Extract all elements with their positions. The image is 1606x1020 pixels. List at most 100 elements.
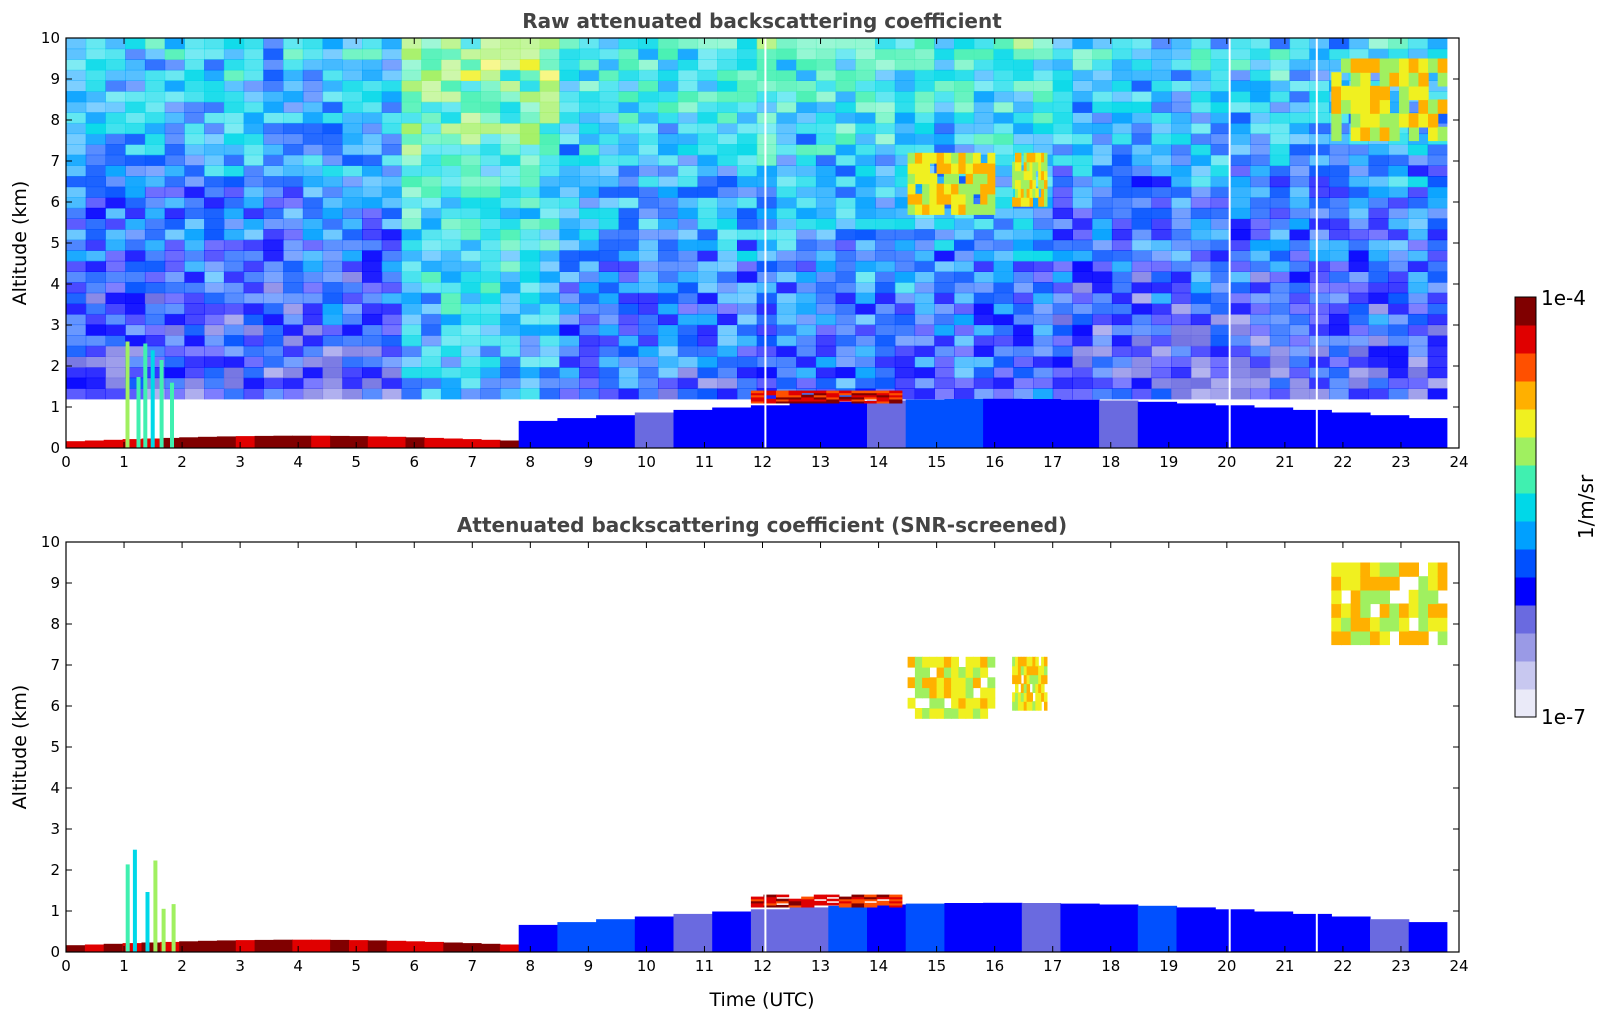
heat-cell <box>302 133 324 145</box>
heat-cell <box>164 271 185 283</box>
heat-cell <box>993 356 1014 368</box>
heat-cell <box>638 250 659 262</box>
heat-cell <box>1033 271 1054 283</box>
heat-cell <box>421 91 442 103</box>
heat-cell <box>381 122 402 135</box>
heat-cell <box>965 173 974 185</box>
heat-cell <box>66 282 87 294</box>
heat-cell <box>1331 72 1342 87</box>
heat-cell <box>1427 144 1448 156</box>
heat-cell <box>322 91 343 103</box>
heat-cell <box>1072 345 1093 357</box>
heat-cell <box>460 356 481 368</box>
heat-cell <box>750 400 765 404</box>
heat-cell <box>125 239 146 251</box>
heat-cell <box>1190 69 1212 81</box>
heat-cell <box>1368 38 1389 50</box>
heat-cell <box>1289 229 1310 241</box>
heat-cell <box>1171 91 1192 103</box>
heat-cell <box>972 173 981 185</box>
heat-cell <box>1418 589 1429 605</box>
heat-cell <box>1092 356 1113 368</box>
heat-cell <box>1026 701 1031 711</box>
heat-cell <box>835 250 856 262</box>
heat-cell <box>855 186 876 198</box>
heat-cell <box>440 59 462 71</box>
heat-cell <box>1427 335 1448 347</box>
heat-cell <box>204 59 225 71</box>
x-tick-label: 13 <box>811 453 830 471</box>
heat-cell <box>1092 91 1113 103</box>
heat-cell <box>539 335 560 347</box>
heat-cell <box>401 324 422 336</box>
heat-cell <box>302 144 324 156</box>
heat-cell <box>894 91 916 103</box>
heat-cell <box>1388 239 1409 251</box>
heat-cell <box>144 345 166 357</box>
heat-cell <box>421 48 442 60</box>
heat-cell <box>815 122 837 135</box>
heat-cell <box>204 80 225 92</box>
heat-cell <box>302 260 324 272</box>
heat-cell <box>1289 69 1310 81</box>
heat-cell <box>223 282 245 294</box>
heat-cell <box>500 313 521 326</box>
heat-cell <box>788 902 802 906</box>
heat-cell <box>1052 282 1073 294</box>
heat-cell <box>144 303 166 315</box>
heat-cell <box>815 239 837 251</box>
heat-cell <box>1171 154 1192 166</box>
heat-cell <box>460 345 481 357</box>
heat-cell <box>1111 91 1133 103</box>
heat-cell <box>756 313 777 326</box>
heat-cell <box>1072 80 1093 92</box>
heat-cell <box>934 356 955 368</box>
heat-cell <box>1331 412 1371 448</box>
heat-cell <box>223 197 245 209</box>
heat-cell <box>342 313 363 326</box>
heat-cell <box>973 356 995 368</box>
heat-cell <box>1072 218 1093 230</box>
heat-cell <box>283 271 304 283</box>
heat-cell <box>638 101 659 113</box>
heat-cell <box>1388 186 1409 198</box>
heat-cell <box>1230 335 1251 347</box>
heat-cell <box>204 229 225 241</box>
heat-cell <box>559 48 580 60</box>
heat-cell <box>889 394 903 398</box>
heat-cell <box>401 38 422 50</box>
heat-cell <box>894 229 916 241</box>
heat-cell <box>1111 303 1133 315</box>
heat-cell <box>1329 186 1350 198</box>
y-tick-label: 6 <box>50 697 60 715</box>
heat-cell <box>1360 99 1371 114</box>
heat-cell <box>342 48 363 60</box>
heat-cell <box>1111 101 1133 113</box>
heat-cell <box>855 303 876 315</box>
heat-cell <box>362 367 383 379</box>
heat-cell <box>1210 388 1231 400</box>
heat-cell <box>66 207 87 219</box>
heat-cell <box>801 902 815 906</box>
heat-cell <box>460 197 481 209</box>
heat-cell <box>958 163 967 174</box>
heat-cell <box>658 218 679 230</box>
heat-cell <box>559 260 580 272</box>
heat-cell <box>362 250 383 262</box>
heat-cell <box>1348 154 1369 166</box>
heat-cell <box>864 392 878 396</box>
heat-cell <box>66 112 87 124</box>
heat-cell <box>796 91 817 103</box>
heat-cell <box>598 292 620 304</box>
heat-cell <box>973 101 995 113</box>
heat-cell <box>1368 377 1389 389</box>
heat-cell <box>302 154 324 166</box>
heat-cell <box>1023 701 1028 711</box>
heat-cell <box>1015 683 1019 693</box>
heat-cell <box>263 112 284 124</box>
heat-cell <box>421 345 442 357</box>
heat-cell <box>894 207 916 219</box>
heat-cell <box>717 239 738 251</box>
heat-cell <box>322 239 343 251</box>
heat-cell <box>381 303 402 315</box>
